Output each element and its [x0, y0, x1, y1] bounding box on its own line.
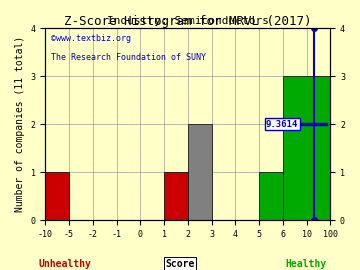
Text: The Research Foundation of SUNY: The Research Foundation of SUNY — [51, 53, 206, 62]
Bar — [259, 172, 283, 220]
Text: ©www.textbiz.org: ©www.textbiz.org — [51, 34, 131, 43]
Text: Unhealthy: Unhealthy — [39, 259, 91, 269]
Bar — [164, 172, 188, 220]
Text: Score: Score — [165, 259, 195, 269]
Bar — [283, 76, 330, 220]
Bar — [45, 172, 69, 220]
Y-axis label: Number of companies (11 total): Number of companies (11 total) — [15, 36, 25, 212]
Title: Z-Score Histogram for MRVL (2017): Z-Score Histogram for MRVL (2017) — [64, 15, 311, 28]
Text: Industry: Semiconductors: Industry: Semiconductors — [107, 16, 269, 26]
Text: Healthy: Healthy — [285, 259, 327, 269]
Text: 9.3614: 9.3614 — [266, 120, 298, 129]
Bar — [188, 124, 212, 220]
